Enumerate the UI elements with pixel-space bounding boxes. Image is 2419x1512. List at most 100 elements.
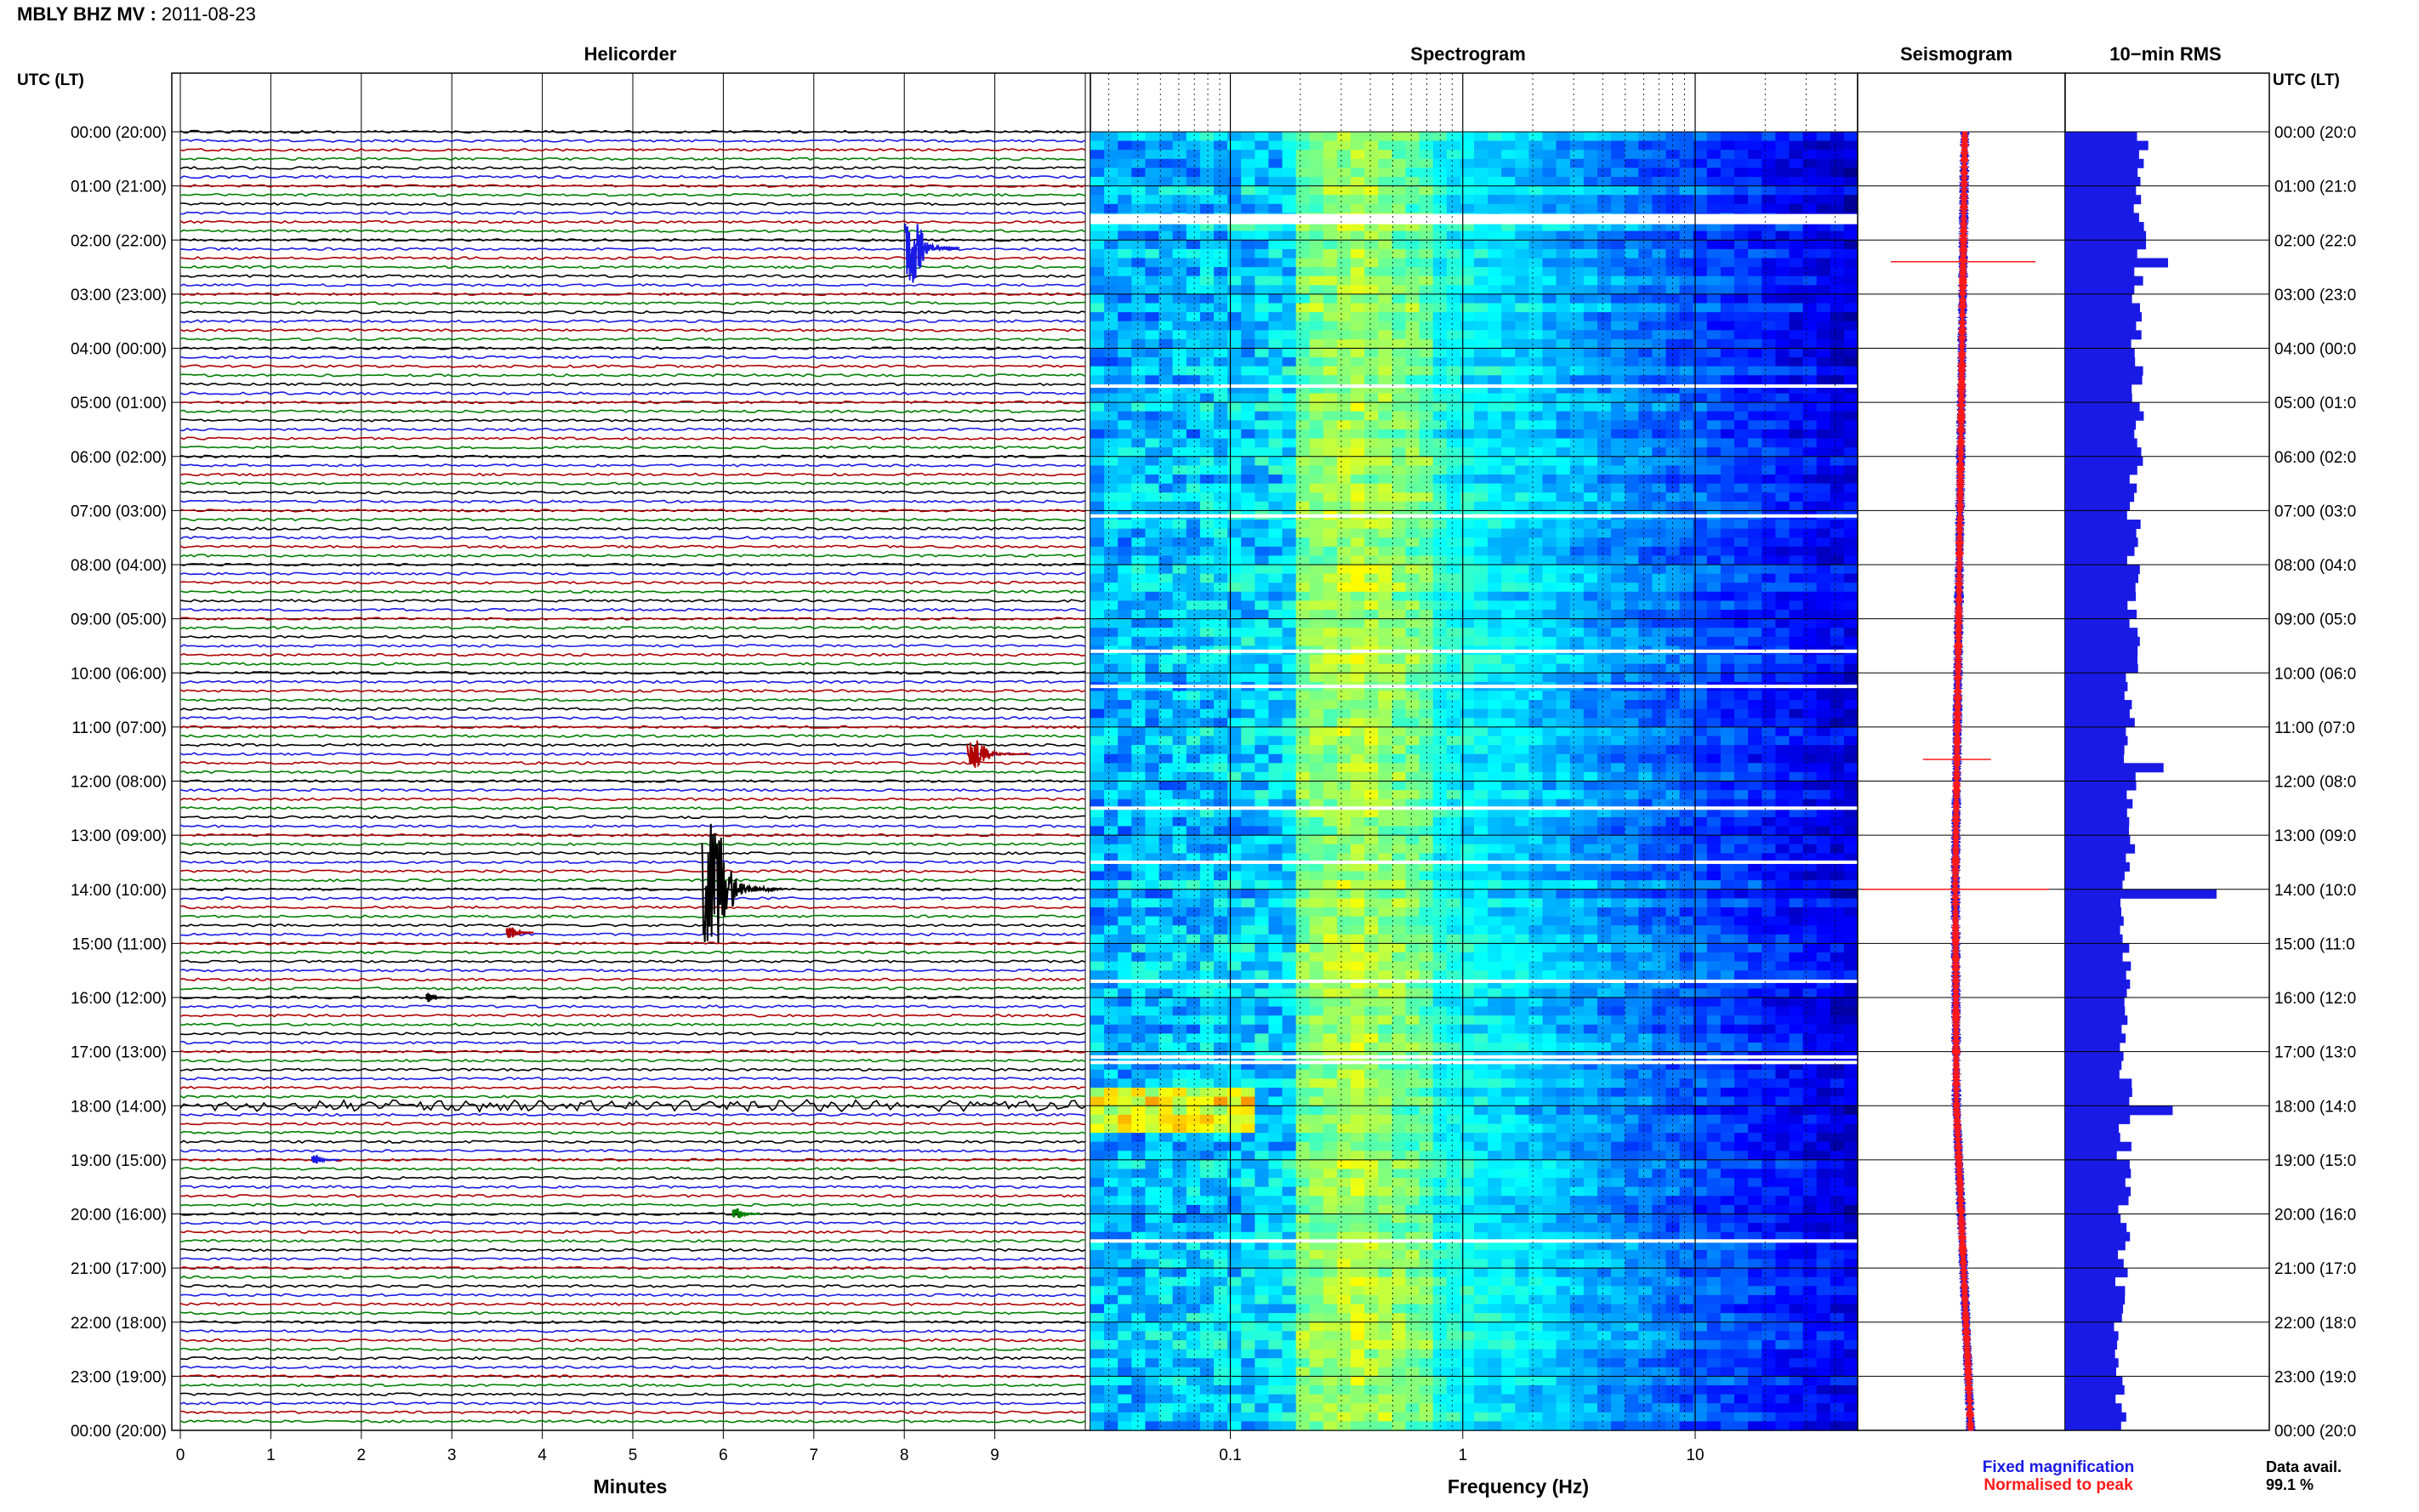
spectrogram-cell (1309, 573, 1324, 583)
spectrogram-cell (1392, 338, 1407, 350)
spectrogram-cell (1569, 718, 1585, 728)
spectrogram-cell (1145, 312, 1160, 322)
spectrogram-cell (1227, 357, 1242, 367)
spectrogram-cell (1665, 853, 1681, 863)
spectrogram-cell (1268, 628, 1283, 638)
spectrogram-cell (1528, 420, 1544, 430)
spectrogram-cell (1802, 338, 1818, 350)
spectrogram-cell (1336, 348, 1352, 358)
spectrogram-cell (1528, 475, 1544, 485)
spectrogram-cell (1405, 718, 1420, 728)
spectrogram-cell (1158, 276, 1174, 286)
spectrogram-cell (1405, 312, 1420, 322)
spectrogram-cell (1282, 861, 1297, 873)
time-label-right: 15:00 (11:0 (2274, 935, 2355, 953)
spectrogram-cell (1693, 420, 1708, 430)
helicorder-trace (179, 1067, 1086, 1072)
spectrogram-cell (1432, 618, 1448, 628)
spectrogram-cell (1665, 475, 1681, 485)
spectrogram-cell (1241, 844, 1255, 854)
spectrogram-cell (1364, 610, 1379, 620)
spectrogram-cell (1474, 366, 1488, 376)
spectrogram-cell (1295, 708, 1311, 719)
spectrogram-cell (1336, 573, 1352, 583)
spectrogram-cell (1364, 366, 1379, 376)
spectrogram-cell (1762, 844, 1776, 854)
helicorder-trace (179, 697, 1086, 702)
spectrogram-cell (1227, 384, 1242, 395)
spectrogram-cell (1392, 177, 1407, 187)
spectrogram-cell (1145, 628, 1160, 638)
spectrogram-cell (1652, 285, 1667, 295)
spectrogram-cell (1336, 871, 1352, 881)
spectrogram-cell (1460, 753, 1475, 764)
spectrogram-cell (1255, 546, 1269, 556)
spectrogram-cell (1405, 475, 1420, 485)
spectrogram-cell (1419, 501, 1434, 511)
spectrogram-cell (1131, 628, 1146, 638)
spectrogram-cell (1501, 771, 1516, 782)
spectrogram-cell (1227, 447, 1242, 458)
spectrogram-cell (1748, 338, 1762, 350)
spectrogram-cell (1638, 429, 1653, 440)
spectrogram-cell (1542, 248, 1557, 259)
spectrogram-cell (1118, 718, 1132, 728)
spectrogram-cell (1693, 753, 1708, 764)
spectrogram-cell (1241, 745, 1255, 755)
spectrogram-cell (1638, 745, 1653, 755)
spectrogram-cell (1446, 456, 1461, 466)
spectrogram-cell (1720, 132, 1735, 142)
spectrogram-cell (1762, 312, 1776, 322)
spectrogram-cell (1419, 583, 1434, 593)
spectrogram-cell (1405, 267, 1420, 277)
spectrogram-cell (1323, 429, 1338, 440)
spectrogram-cell (1528, 583, 1544, 593)
spectrogram-cell (1118, 799, 1132, 809)
spectrogram-cell (1090, 889, 1105, 899)
spectrogram-cell (1762, 771, 1776, 782)
spectrogram-cell (1227, 583, 1242, 593)
time-label-left: 11:00 (07:00) (71, 719, 167, 737)
spectrogram-cell (1802, 861, 1818, 873)
spectrogram-cell (1775, 655, 1790, 665)
spectrogram-cell (1843, 475, 1858, 485)
spectrogram-cell (1214, 826, 1228, 836)
spectrogram-cell (1309, 520, 1324, 530)
spectrogram-cell (1748, 475, 1762, 485)
helicorder-trace (179, 923, 1086, 928)
spectrogram-cell (1446, 140, 1461, 151)
spectrogram-cell (1214, 889, 1228, 899)
spectrogram-cell (1652, 501, 1667, 511)
spectrogram-cell (1255, 258, 1269, 268)
spectrogram-cell (1720, 150, 1735, 160)
spectrogram-cell (1323, 753, 1338, 764)
spectrogram-cell (1515, 258, 1529, 268)
spectrogram-cell (1843, 781, 1858, 791)
spectrogram-cell (1419, 248, 1434, 259)
spectrogram-cell (1282, 293, 1297, 304)
spectrogram-cell (1336, 745, 1352, 755)
helicorder-trace (179, 139, 1086, 143)
spectrogram-cell (1843, 312, 1858, 322)
spectrogram-cell (1802, 708, 1818, 719)
spectrogram-cell (1186, 520, 1201, 530)
helicorder-trace (179, 1193, 1086, 1198)
spectrogram-cell (1625, 285, 1639, 295)
spectrogram-cell (1775, 456, 1790, 466)
spectrogram-cell (1446, 267, 1461, 277)
spectrogram-cell (1351, 240, 1365, 250)
helicorder-trace (179, 274, 1086, 278)
spectrogram-cell (1583, 240, 1598, 250)
spectrogram-cell (1748, 636, 1762, 646)
spectrogram-cell (1665, 465, 1681, 475)
spectrogram-cell (1460, 321, 1475, 331)
spectrogram-cell (1268, 861, 1283, 873)
spectrogram-cell (1556, 285, 1571, 295)
spectrogram-cell (1104, 555, 1118, 566)
helicorder-trace (179, 644, 1086, 648)
helicorder-trace (179, 202, 1086, 207)
spectrogram-cell (1199, 583, 1215, 593)
spectrogram-cell (1515, 871, 1529, 881)
spectrogram-cell (1734, 447, 1749, 458)
spectrogram-cell (1227, 222, 1242, 232)
